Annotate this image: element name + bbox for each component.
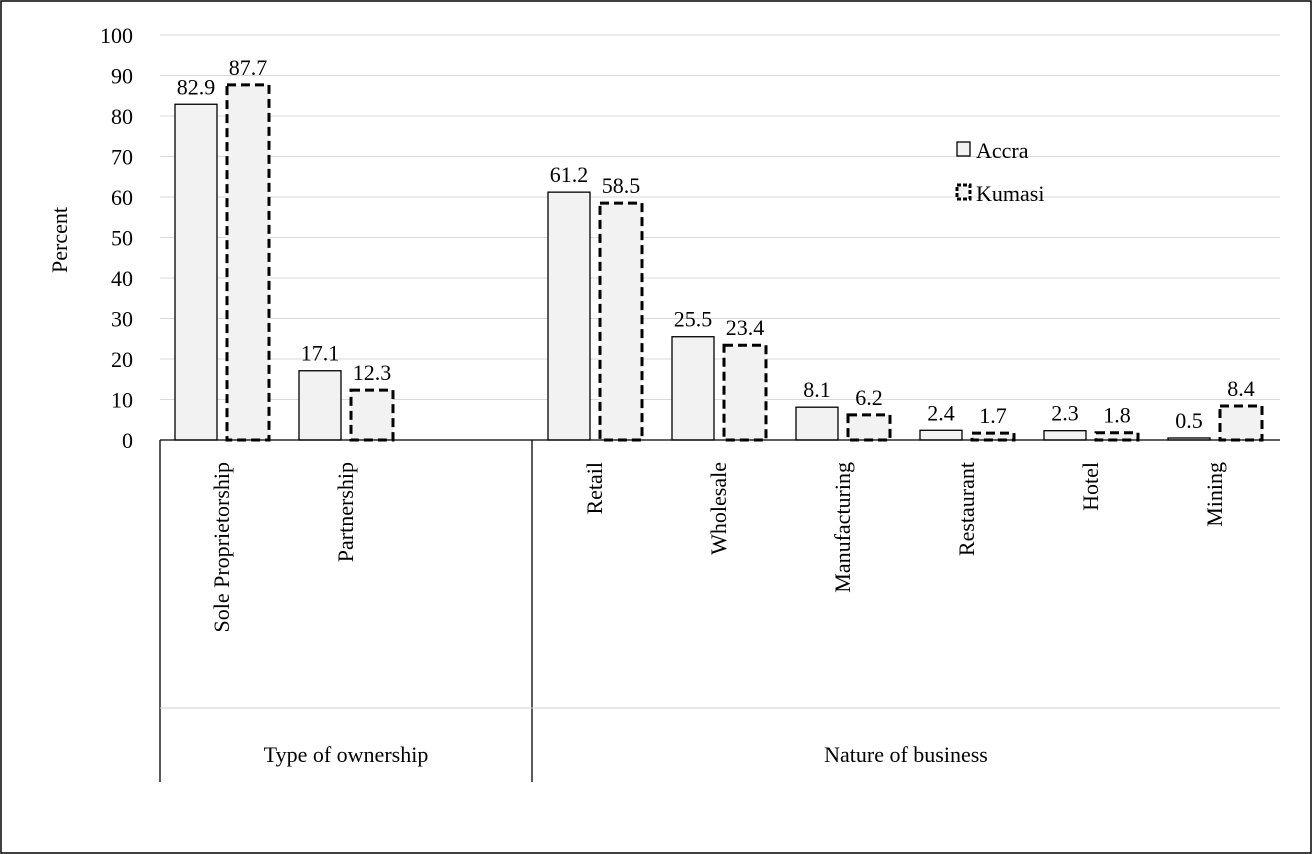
axes bbox=[159, 439, 1280, 782]
category-label: Hotel bbox=[1078, 462, 1103, 511]
legend: Accra Kumasi bbox=[955, 138, 1044, 206]
category-label: Retail bbox=[582, 462, 607, 515]
y-tick-label: 80 bbox=[111, 104, 133, 129]
category-label: Mining bbox=[1202, 462, 1227, 527]
y-axis-title: Percent bbox=[47, 207, 72, 273]
category-label: Partnership bbox=[333, 462, 358, 562]
y-tick-label: 50 bbox=[111, 226, 133, 251]
data-label: 8.4 bbox=[1227, 376, 1255, 401]
data-label: 2.4 bbox=[927, 400, 955, 425]
labels: 0 10 20 30 40 50 60 70 80 90 100 82.9 17.1 61.2 25.5 8.… bbox=[100, 23, 1255, 767]
bar-accra bbox=[298, 370, 342, 441]
group-label: Nature of business bbox=[824, 742, 988, 767]
y-tick-label: 100 bbox=[100, 23, 133, 48]
bar-kumasi bbox=[1094, 431, 1140, 442]
bar-kumasi bbox=[722, 343, 768, 442]
y-tick-label: 60 bbox=[111, 185, 133, 210]
bar-kumasi bbox=[349, 388, 395, 442]
data-label: 6.2 bbox=[855, 385, 883, 410]
bar-accra bbox=[919, 429, 963, 441]
data-label: 12.3 bbox=[353, 360, 392, 385]
legend-label: Accra bbox=[976, 138, 1029, 163]
legend-swatch-accra bbox=[956, 141, 971, 157]
y-tick-label: 30 bbox=[111, 307, 133, 332]
data-label: 1.8 bbox=[1103, 403, 1131, 428]
data-label: 58.5 bbox=[602, 173, 641, 198]
y-tick-label: 40 bbox=[111, 266, 133, 291]
data-label: 8.1 bbox=[803, 377, 831, 402]
bar-accra bbox=[174, 103, 218, 441]
data-label: 23.4 bbox=[726, 315, 765, 340]
data-label: 87.7 bbox=[229, 55, 268, 80]
bar-accra bbox=[795, 406, 839, 441]
y-tick-label: 20 bbox=[111, 347, 133, 372]
data-label: 82.9 bbox=[177, 74, 216, 99]
bar-kumasi bbox=[846, 413, 892, 442]
bar-accra bbox=[671, 336, 715, 441]
gridlines bbox=[160, 34, 1280, 400]
group-label: Type of ownership bbox=[264, 742, 429, 767]
y-tick-label: 70 bbox=[111, 145, 133, 170]
data-label: 61.2 bbox=[550, 162, 589, 187]
bar-kumasi bbox=[970, 431, 1016, 442]
data-label: 0.5 bbox=[1175, 408, 1203, 433]
bar-kumasi bbox=[225, 83, 271, 442]
y-tick-label: 10 bbox=[111, 388, 133, 413]
y-tick-label: 0 bbox=[122, 428, 133, 453]
category-label: Wholesale bbox=[706, 462, 731, 555]
category-label: Restaurant bbox=[954, 462, 979, 556]
bar-accra bbox=[1043, 430, 1087, 441]
legend-swatch-kumasi bbox=[955, 183, 972, 201]
legend-label: Kumasi bbox=[976, 181, 1044, 206]
bar-kumasi bbox=[598, 201, 644, 442]
data-label: 2.3 bbox=[1051, 401, 1079, 426]
data-label: 1.7 bbox=[979, 403, 1007, 428]
category-label: Manufacturing bbox=[830, 462, 855, 593]
bar-kumasi bbox=[1218, 404, 1264, 442]
data-label: 17.1 bbox=[301, 341, 340, 366]
y-tick-label: 90 bbox=[111, 64, 133, 89]
category-label: Sole Proprietorship bbox=[209, 462, 234, 633]
bar-accra bbox=[547, 191, 591, 441]
data-label: 25.5 bbox=[674, 307, 713, 332]
